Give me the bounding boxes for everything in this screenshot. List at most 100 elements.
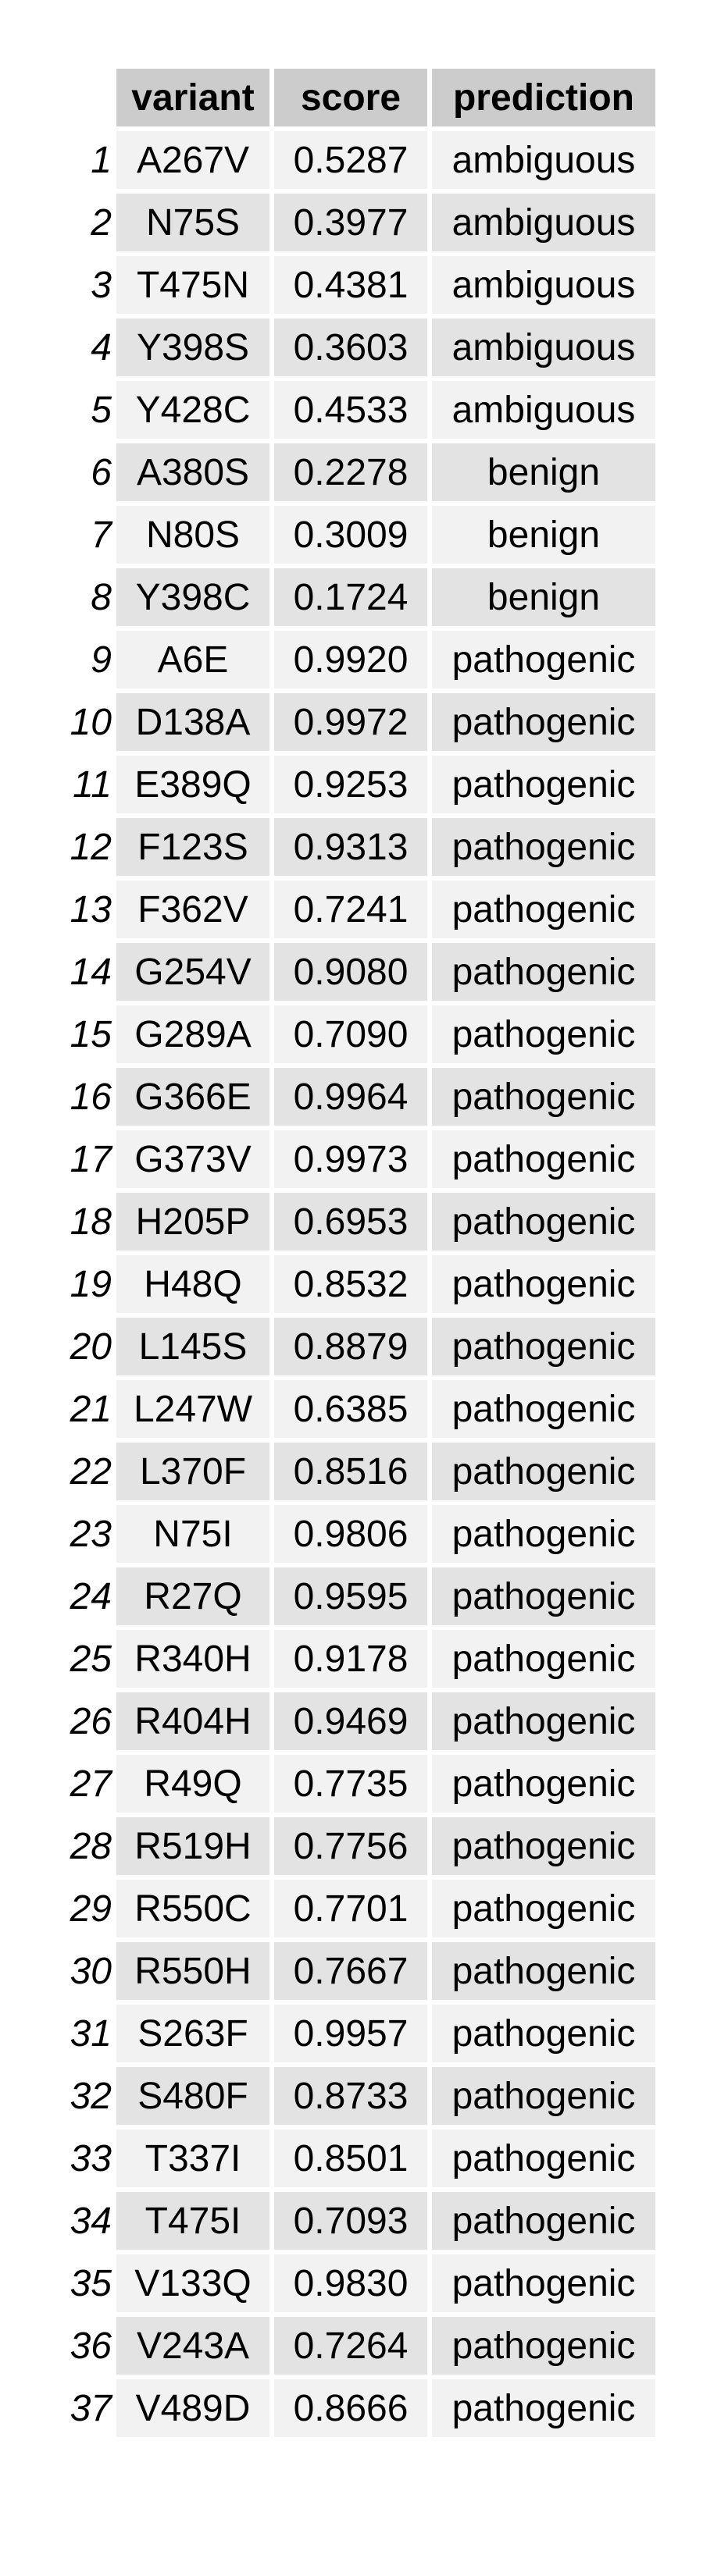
cell-score: 0.7264: [274, 2317, 427, 2375]
cell-variant: N75S: [116, 194, 269, 251]
row-index: 35: [70, 2262, 112, 2304]
table-row: 12 F123S 0.9313 pathogenic: [63, 818, 655, 876]
cell-score: 0.9178: [274, 1630, 427, 1688]
table-row: 5 Y428C 0.4533 ambiguous: [63, 381, 655, 439]
cell-variant: Y398C: [116, 568, 269, 626]
cell-prediction: pathogenic: [432, 1505, 655, 1563]
table-row: 17 G373V 0.9973 pathogenic: [63, 1130, 655, 1188]
cell-score: 0.4381: [274, 256, 427, 314]
cell-prediction: pathogenic: [432, 1942, 655, 2000]
row-index: 9: [91, 639, 112, 681]
table-row: 36 V243A 0.7264 pathogenic: [63, 2317, 655, 2375]
cell-score: 0.8733: [274, 2067, 427, 2125]
cell-prediction: pathogenic: [432, 881, 655, 938]
row-index: 30: [70, 1950, 112, 1992]
cell-variant: L247W: [116, 1380, 269, 1438]
cell-score: 0.7701: [274, 1880, 427, 1937]
cell-score: 0.7093: [274, 2192, 427, 2250]
cell-prediction: pathogenic: [432, 2192, 655, 2250]
row-index: 11: [73, 763, 112, 806]
row-index: 20: [70, 1325, 112, 1368]
cell-prediction: pathogenic: [432, 1255, 655, 1313]
cell-score: 0.7735: [274, 1755, 427, 1813]
cell-score: 0.9830: [274, 2254, 427, 2312]
row-index: 4: [91, 326, 112, 368]
cell-score: 0.8501: [274, 2129, 427, 2187]
cell-variant: A267V: [116, 131, 269, 189]
cell-variant: F123S: [116, 818, 269, 876]
cell-prediction: pathogenic: [432, 2129, 655, 2187]
table-row: 13 F362V 0.7241 pathogenic: [63, 881, 655, 938]
row-index: 13: [70, 888, 112, 930]
cell-prediction: pathogenic: [432, 1130, 655, 1188]
cell-score: 0.7241: [274, 881, 427, 938]
header-row: variant score prediction: [63, 69, 655, 126]
cell-prediction: pathogenic: [432, 1567, 655, 1625]
cell-score: 0.4533: [274, 381, 427, 439]
cell-variant: R550H: [116, 1942, 269, 2000]
cell-score: 0.8879: [274, 1318, 427, 1375]
row-index: 16: [70, 1076, 112, 1118]
table-row: 7 N80S 0.3009 benign: [63, 506, 655, 564]
row-index: 32: [70, 2075, 112, 2117]
row-index: 23: [70, 1513, 112, 1555]
cell-variant: V243A: [116, 2317, 269, 2375]
row-index: 17: [70, 1138, 112, 1180]
cell-score: 0.9972: [274, 693, 427, 751]
cell-score: 0.9957: [274, 2005, 427, 2062]
table-row: 21 L247W 0.6385 pathogenic: [63, 1380, 655, 1438]
cell-variant: F362V: [116, 881, 269, 938]
row-index: 7: [91, 514, 112, 556]
row-index: 19: [70, 1263, 112, 1305]
cell-variant: Y398S: [116, 318, 269, 376]
cell-variant: S263F: [116, 2005, 269, 2062]
row-index: 28: [70, 1825, 112, 1867]
cell-score: 0.9469: [274, 1692, 427, 1750]
cell-prediction: ambiguous: [432, 256, 655, 314]
cell-prediction: pathogenic: [432, 2379, 655, 2437]
cell-variant: D138A: [116, 693, 269, 751]
cell-variant: G366E: [116, 1068, 269, 1126]
cell-score: 0.9595: [274, 1567, 427, 1625]
cell-prediction: pathogenic: [432, 1193, 655, 1251]
cell-variant: S480F: [116, 2067, 269, 2125]
cell-score: 0.8666: [274, 2379, 427, 2437]
cell-prediction: pathogenic: [432, 2254, 655, 2312]
cell-prediction: pathogenic: [432, 1755, 655, 1813]
cell-prediction: pathogenic: [432, 943, 655, 1001]
cell-variant: N80S: [116, 506, 269, 564]
cell-score: 0.5287: [274, 131, 427, 189]
column-header-variant: variant: [116, 69, 269, 126]
cell-prediction: pathogenic: [432, 2067, 655, 2125]
cell-variant: H205P: [116, 1193, 269, 1251]
cell-prediction: pathogenic: [432, 1318, 655, 1375]
table-row: 16 G366E 0.9964 pathogenic: [63, 1068, 655, 1126]
table-row: 33 T337I 0.8501 pathogenic: [63, 2129, 655, 2187]
cell-variant: V489D: [116, 2379, 269, 2437]
cell-variant: E389Q: [116, 756, 269, 813]
cell-prediction: pathogenic: [432, 693, 655, 751]
table-row: 23 N75I 0.9806 pathogenic: [63, 1505, 655, 1563]
table-row: 37 V489D 0.8666 pathogenic: [63, 2379, 655, 2437]
table-row: 25 R340H 0.9178 pathogenic: [63, 1630, 655, 1688]
row-index-header: [63, 69, 112, 126]
cell-variant: R49Q: [116, 1755, 269, 1813]
table-row: 15 G289A 0.7090 pathogenic: [63, 1005, 655, 1063]
cell-score: 0.6953: [274, 1193, 427, 1251]
cell-variant: G289A: [116, 1005, 269, 1063]
table-row: 35 V133Q 0.9830 pathogenic: [63, 2254, 655, 2312]
cell-score: 0.9920: [274, 631, 427, 688]
cell-variant: T475N: [116, 256, 269, 314]
table-body: 1 A267V 0.5287 ambiguous 2 N75S 0.3977 ambiguou…: [63, 131, 655, 2437]
cell-score: 0.9806: [274, 1505, 427, 1563]
cell-score: 0.1724: [274, 568, 427, 626]
row-index: 24: [70, 1575, 112, 1617]
row-index: 1: [91, 139, 112, 181]
table-row: 24 R27Q 0.9595 pathogenic: [63, 1567, 655, 1625]
cell-variant: R550C: [116, 1880, 269, 1937]
table-row: 11 E389Q 0.9253 pathogenic: [63, 756, 655, 813]
table-row: 22 L370F 0.8516 pathogenic: [63, 1443, 655, 1500]
cell-prediction: benign: [432, 506, 655, 564]
table-row: 8 Y398C 0.1724 benign: [63, 568, 655, 626]
row-index: 25: [70, 1638, 112, 1680]
